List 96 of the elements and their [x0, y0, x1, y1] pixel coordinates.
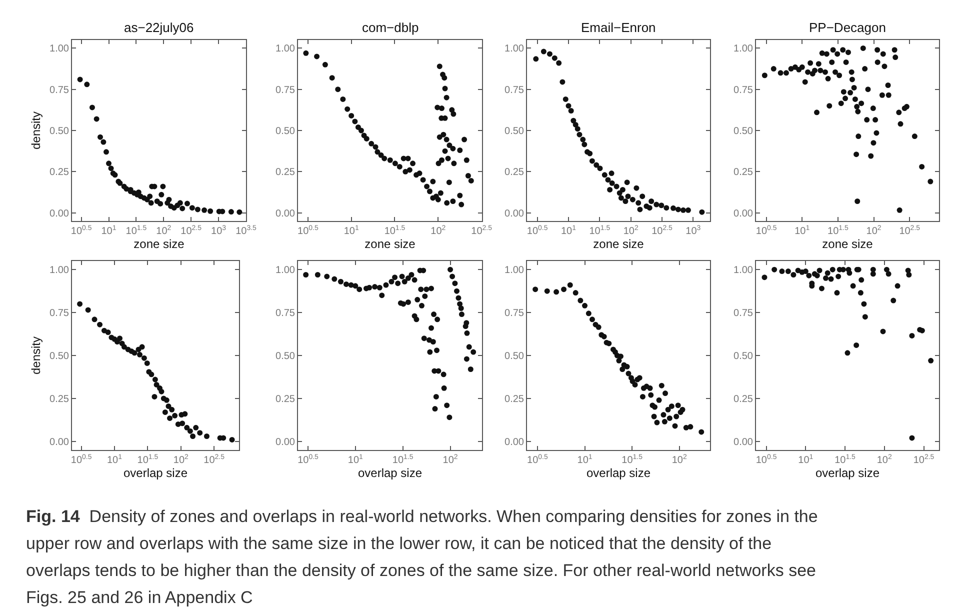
x-axis-title: zone size: [364, 237, 416, 251]
y-tick-label: 0.00: [504, 208, 524, 220]
chart-title: PP−Decagon: [809, 20, 886, 35]
y-tick-label: 0.50: [276, 351, 296, 362]
x-axis-title: zone size: [134, 237, 185, 251]
x-tick-label: 10$^{1}$: [577, 454, 592, 466]
x-tick-label: 10$^{1.5}$: [828, 224, 848, 237]
y-tick-label: 0.50: [50, 126, 70, 137]
x-tick-label: 10$^{2}$: [430, 224, 446, 237]
x-tick-label: 10$^{2}$: [442, 454, 458, 466]
x-axis-title: zone size: [593, 237, 644, 251]
x-tick-label: 10$^{3}$: [686, 224, 701, 237]
x-tick-label: 10$^{2}$: [156, 224, 172, 237]
x-tick-label: 10$^{2.5}$: [471, 224, 492, 237]
y-tick-label: 0.25: [276, 394, 296, 405]
x-tick-label: 10$^{1}$: [106, 454, 122, 466]
x-tick-label: 10$^{1.5}$: [589, 224, 610, 237]
y-tick-label: 0.25: [504, 167, 524, 178]
x-tick-label: 10$^{0.5}$: [70, 224, 92, 237]
y-tick-label: 1.00: [734, 265, 754, 276]
x-tick-label: 10$^{0.5}$: [298, 224, 318, 237]
x-tick-label: 10$^{2.5}$: [180, 224, 202, 237]
y-tick-label: 0.75: [734, 84, 754, 96]
x-tick-label: 10$^{2.5}$: [652, 224, 673, 237]
x-tick-label: 10$^{0.5}$: [527, 454, 548, 466]
y-tick-label: 0.50: [734, 126, 754, 137]
x-tick-label: 10$^{1.5}$: [137, 454, 158, 466]
x-tick-label: 10$^{3}$: [211, 224, 226, 237]
y-tick-label: 0.75: [50, 84, 70, 96]
y-tick-label: 0.50: [276, 126, 296, 137]
x-axis-title: overlap size: [358, 466, 422, 480]
x-tick-label: 10$^{1.5}$: [126, 224, 147, 237]
y-tick-label: 0.25: [734, 167, 754, 178]
y-tick-label: 0.50: [50, 351, 70, 362]
y-tick-label: 1.00: [50, 265, 70, 276]
chart-title: com−dblp: [362, 20, 419, 35]
x-tick-label: 10$^{1}$: [348, 454, 364, 466]
y-tick-label: 0.00: [734, 436, 754, 448]
x-tick-label: 10$^{0.5}$: [756, 454, 777, 466]
y-tick-label: 0.50: [734, 351, 754, 362]
chart-title: as−22july06: [124, 20, 194, 35]
x-tick-label: 10$^{1}$: [794, 224, 810, 237]
y-tick-label: 0.75: [504, 84, 524, 96]
x-tick-label: 10$^{1.5}$: [622, 454, 643, 466]
x-tick-label: 10$^{2}$: [866, 224, 882, 237]
x-axis-title: overlap size: [586, 466, 651, 480]
x-tick-label: 10$^{1}$: [560, 224, 576, 237]
y-tick-label: 0.25: [50, 167, 70, 178]
x-tick-label: 10$^{2}$: [876, 454, 892, 466]
y-tick-label: 0.00: [734, 208, 754, 220]
y-tick-label: 1.00: [50, 44, 70, 55]
x-axis-title: zone size: [822, 237, 874, 251]
x-tick-label: 10$^{2.5}$: [204, 454, 225, 466]
y-tick-label: 1.00: [504, 265, 524, 276]
x-tick-label: 10$^{2}$: [173, 454, 189, 466]
x-tick-label: 10$^{1.5}$: [384, 224, 406, 237]
y-axis-title: density: [28, 111, 43, 150]
y-tick-label: 0.00: [50, 436, 70, 448]
y-tick-label: 0.25: [504, 394, 524, 405]
x-axis-title: overlap size: [815, 466, 880, 480]
y-tick-label: 1.00: [276, 44, 296, 55]
x-tick-label: 10$^{3.5}$: [236, 224, 257, 237]
y-tick-label: 0.25: [50, 394, 70, 405]
y-tick-label: 0.75: [276, 84, 296, 96]
y-tick-label: 0.75: [276, 308, 296, 320]
y-tick-label: 0.50: [504, 126, 524, 137]
x-tick-label: 10$^{1.5}$: [834, 454, 856, 466]
x-tick-label: 10$^{0.5}$: [70, 454, 92, 466]
y-tick-label: 1.00: [504, 44, 524, 55]
y-tick-label: 0.75: [734, 308, 754, 320]
y-tick-label: 0.25: [734, 394, 754, 405]
y-tick-label: 1.00: [276, 265, 296, 276]
y-tick-label: 0.00: [504, 436, 524, 448]
y-axis-title: density: [28, 336, 43, 375]
x-tick-label: 10$^{2}$: [623, 224, 638, 237]
x-axis-title: overlap size: [123, 466, 188, 480]
x-tick-label: 10$^{1}$: [101, 224, 116, 237]
y-tick-label: 0.00: [50, 208, 70, 220]
x-tick-label: 10$^{0.5}$: [298, 454, 319, 466]
y-tick-label: 0.00: [276, 208, 296, 220]
y-tick-label: 1.00: [734, 44, 754, 55]
y-tick-label: 0.75: [50, 308, 70, 320]
x-tick-label: 10$^{1}$: [344, 224, 359, 237]
x-tick-label: 10$^{1}$: [798, 454, 814, 466]
y-tick-label: 0.50: [504, 351, 524, 362]
x-tick-label: 10$^{2}$: [672, 454, 687, 466]
caption: Fig. 14: [26, 507, 80, 526]
x-tick-label: 10$^{2.5}$: [913, 454, 934, 466]
y-tick-label: 0.25: [276, 167, 296, 178]
y-tick-label: 0.00: [276, 436, 296, 448]
chart-title: Email−Enron: [581, 20, 656, 35]
x-tick-label: 10$^{1.5}$: [392, 454, 414, 466]
x-tick-label: 10$^{2.5}$: [899, 224, 920, 237]
x-tick-label: 10$^{0.5}$: [526, 224, 548, 237]
x-tick-label: 10$^{0.5}$: [756, 224, 777, 237]
y-tick-label: 0.75: [504, 308, 524, 320]
